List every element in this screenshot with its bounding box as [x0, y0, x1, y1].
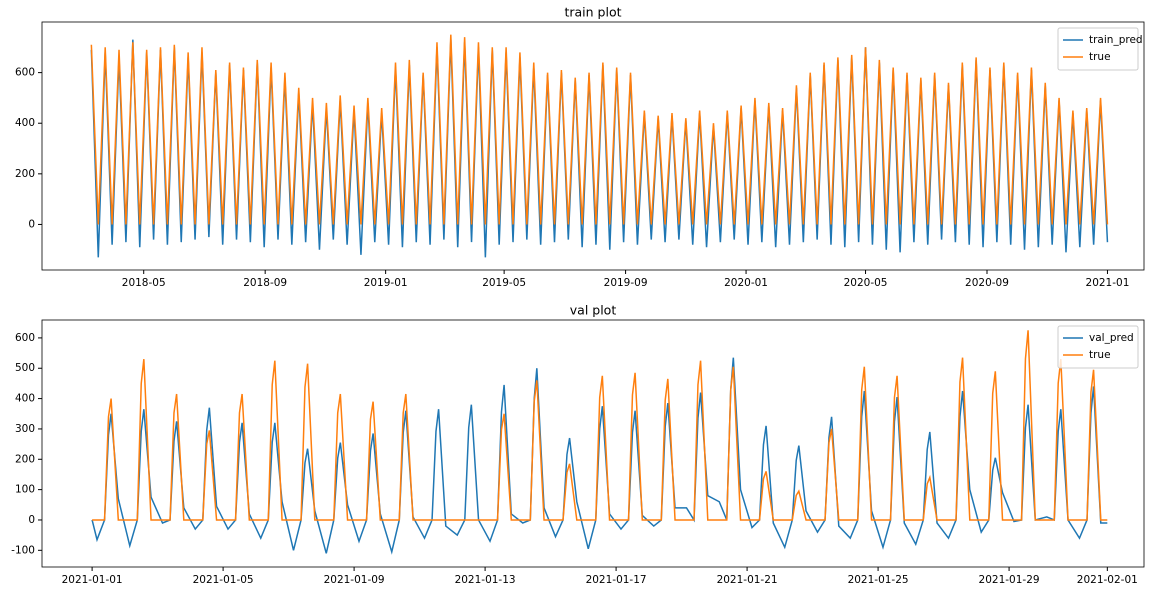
y-tick-label: 300: [15, 423, 35, 435]
series-line: [91, 357, 1108, 555]
y-tick-label: -100: [11, 544, 35, 556]
x-tick-label: 2021-01: [1086, 277, 1130, 289]
x-tick-label: 2020-09: [965, 277, 1009, 289]
y-tick-label: 100: [15, 484, 35, 496]
x-tick-label: 2021-02-01: [1077, 574, 1138, 586]
x-tick-label: 2021-01-17: [586, 574, 647, 586]
subplot: train plot 0 200 400 600 2018-05 2018-09 2019-0…: [15, 5, 1145, 289]
legend-label: train_pred: [1089, 34, 1143, 46]
series-line: [90, 34, 1109, 225]
y-tick-label: 0: [28, 218, 35, 230]
y-tick-label: 200: [15, 168, 35, 180]
x-tick-label: 2021-01-13: [455, 574, 516, 586]
x-tick-label: 2020-01: [724, 277, 768, 289]
plot-area: [91, 330, 1108, 555]
chart-title: val plot: [570, 303, 617, 318]
x-tick-label: 2021-01-29: [979, 574, 1040, 586]
y-tick-label: 200: [15, 453, 35, 465]
legend-label: true: [1089, 349, 1111, 361]
x-tick-label: 2019-05: [482, 277, 526, 289]
legend-label: val_pred: [1089, 332, 1134, 344]
chart-title: train plot: [564, 5, 621, 20]
y-tick-label: 400: [15, 393, 35, 405]
x-tick-label: 2018-05: [122, 277, 166, 289]
legend-label: true: [1089, 51, 1111, 63]
legend-box: [1057, 325, 1139, 369]
x-tick-label: 2018-09: [243, 277, 287, 289]
y-tick-label: 600: [15, 67, 35, 79]
series-line: [92, 330, 1108, 521]
legend-box: [1057, 27, 1139, 71]
x-tick-label: 2019-09: [604, 277, 648, 289]
x-tick-label: 2019-01: [364, 277, 408, 289]
y-tick-label: 600: [15, 332, 35, 344]
x-tick-label: 2021-01-21: [717, 574, 778, 586]
subplot: val plot -100 0 100 200 300 400 500 600 2021-01-0…: [11, 303, 1145, 586]
y-tick-label: 500: [15, 362, 35, 374]
y-tick-label: 0: [28, 514, 35, 526]
x-tick-label: 2021-01-25: [848, 574, 909, 586]
x-tick-label: 2021-01-09: [324, 574, 385, 586]
axes-frame: [41, 319, 1145, 568]
y-tick-label: 400: [15, 117, 35, 129]
axes-frame: [41, 21, 1145, 271]
x-tick-label: 2020-05: [844, 277, 888, 289]
x-tick-label: 2021-01-01: [62, 574, 123, 586]
x-tick-label: 2021-01-05: [193, 574, 254, 586]
plot-area: [90, 34, 1109, 258]
